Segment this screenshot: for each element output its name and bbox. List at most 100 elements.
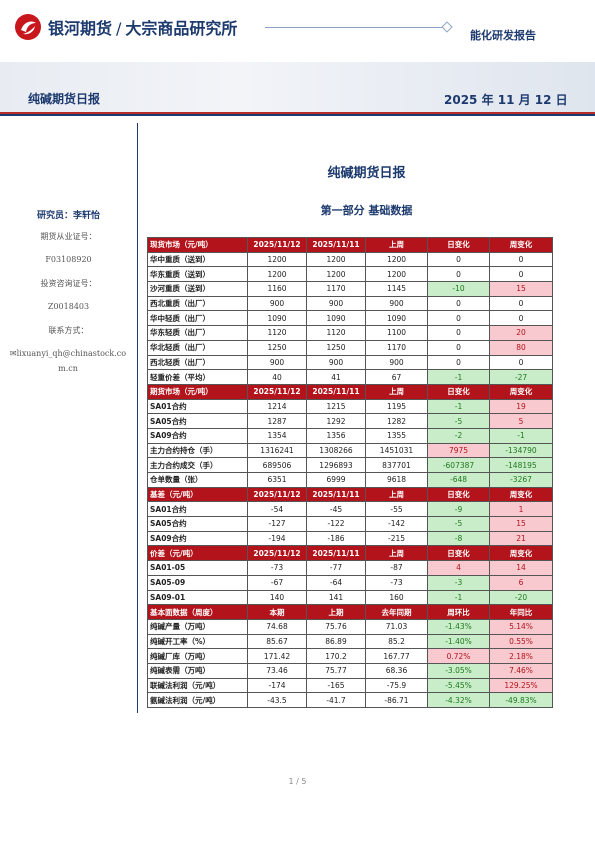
table-cell: 2.18% [489,648,553,664]
table-cell: -10 [427,281,490,297]
row-label: 华北轻质（出厂） [147,339,248,356]
table-cell: -5 [427,413,490,429]
table-cell: 0.55% [489,633,553,650]
table-cell: -607387 [427,457,490,473]
data-table: 现货市场（元/吨） 2025/11/12 2025/11/11 上周 日变化 周变化 华中重… [147,237,553,708]
table-cell: -75.9 [365,677,428,694]
table-cell: 本期 [247,604,307,620]
report-type: 能化研发报告 [470,29,536,42]
row-label: SA05-09 [147,574,248,591]
mail-icon: ✉ [9,349,17,358]
table-cell: -27 [489,369,553,385]
table-cell: 1120 [306,325,366,341]
table-cell: -1 [427,589,490,606]
table-cell: 1160 [247,281,307,297]
table-cell: -64 [306,574,366,591]
table-cell: 周变化 [489,545,553,562]
table-cell: 6999 [306,472,366,488]
table-row: 华中轻质（出厂） 1090 1090 1090 0 0 [147,310,553,327]
table-cell: 75.77 [306,662,366,679]
table-cell: -3 [427,574,490,591]
row-label: 价差（元/吨） [147,545,248,562]
table-cell: 上期 [306,604,366,620]
row-label: 轻重价差（平均） [147,369,248,385]
table-row: 西北重质（出厂） 900 900 900 0 0 [147,295,553,312]
row-label: 现货市场（元/吨） [147,237,248,253]
table-cell: 1451031 [365,442,428,459]
table-cell: 日变化 [427,486,490,503]
contact-email[interactable]: ✉lixuanyi_qh@chinastock.com.cn [6,346,130,376]
table-cell: 0 [427,325,490,341]
table-cell: 0 [427,354,490,371]
row-label: SA05合约 [147,413,248,429]
row-label: 基本面数据（周度） [147,604,248,620]
table-cell: 6 [489,574,553,591]
consult-number: Z0018403 [47,302,90,311]
report-date: 2025 年 11 月 12 日 [444,93,568,107]
table-cell: 140 [247,589,307,606]
page-number: 1 / 5 [288,777,307,786]
table-cell: 900 [365,354,428,371]
table-row: 仓单数量（张） 6351 6999 9618 -648 -3267 [147,472,553,488]
banner-title: 纯碱期货日报 [28,92,101,106]
table-section-header: 基本面数据（周度） 本期 上期 去年同期 周环比 年同比 [147,604,553,620]
table-cell: -5 [427,516,490,532]
table-cell: 1090 [365,310,428,327]
row-label: 仓单数量（张） [147,472,248,488]
table-cell: 1170 [306,281,366,297]
table-cell: -77 [306,560,366,576]
table-cell: 1282 [365,413,428,429]
table-cell: -3267 [489,472,553,488]
table-row: 主力合约持仓（手） 1316241 1308266 1451031 7975 -13479… [147,442,553,459]
table-cell: -1 [427,398,490,415]
table-cell: 74.68 [247,618,307,635]
table-cell: 2025/11/12 [247,486,307,503]
table-cell: 5 [489,413,553,429]
row-label: SA09合约 [147,427,248,444]
row-label: 氨碱法利润（元/吨） [147,692,248,708]
table-cell: 80 [489,339,553,356]
table-cell: 0 [489,310,553,327]
table-cell: 0 [489,251,553,268]
table-cell: 1090 [306,310,366,327]
table-cell: 1200 [247,266,307,283]
table-cell: -49.83% [489,692,553,708]
table-cell: 1308266 [306,442,366,459]
table-cell: -174 [247,677,307,694]
table-cell: 19 [489,398,553,415]
table-cell: 1145 [365,281,428,297]
table-cell: 1195 [365,398,428,415]
report-title: 纯碱期货日报 [327,166,406,181]
table-cell: 2025/11/11 [306,383,366,400]
table-cell: 0 [427,339,490,356]
row-label: 基差（元/吨） [147,486,248,503]
email-text: lixuanyi_qh@chinastock.com.cn [16,349,127,373]
table-cell: -148195 [489,457,553,473]
table-cell: -134790 [489,442,553,459]
table-cell: 41 [306,369,366,385]
row-label: 主力合约持仓（手） [147,442,248,459]
table-row: 华东轻质（出厂） 1120 1120 1100 0 20 [147,325,553,341]
row-label: 纯碱开工率（%） [147,633,248,650]
table-row: 氨碱法利润（元/吨） -43.5 -41.7 -86.71 -4.32% -49.83% [147,692,553,708]
table-row: SA05合约 -127 -122 -142 -5 15 [147,516,553,532]
table-cell: -122 [306,516,366,532]
table-cell: 周变化 [489,383,553,400]
table-cell: 1355 [365,427,428,444]
table-cell: 1 [489,501,553,518]
table-cell: -3.05% [427,662,490,679]
table-row: 纯碱产量（万吨） 74.68 75.76 71.03 -1.43% 5.14% [147,618,553,635]
table-section-header: 价差（元/吨） 2025/11/12 2025/11/11 上周 日变化 周变化 [147,545,553,562]
table-cell: 去年同期 [365,604,428,620]
table-cell: 1120 [247,325,307,341]
table-cell: 日变化 [427,237,490,253]
sidebar-divider [137,123,138,713]
table-cell: 1296893 [306,457,366,473]
table-cell: 21 [489,530,553,547]
header-divider [265,27,445,28]
table-row: SA01合约 -54 -45 -55 -9 1 [147,501,553,518]
table-cell: 900 [306,295,366,312]
company-name: 银河期货 [48,19,113,38]
table-cell: 周变化 [489,237,553,253]
table-cell: 1356 [306,427,366,444]
